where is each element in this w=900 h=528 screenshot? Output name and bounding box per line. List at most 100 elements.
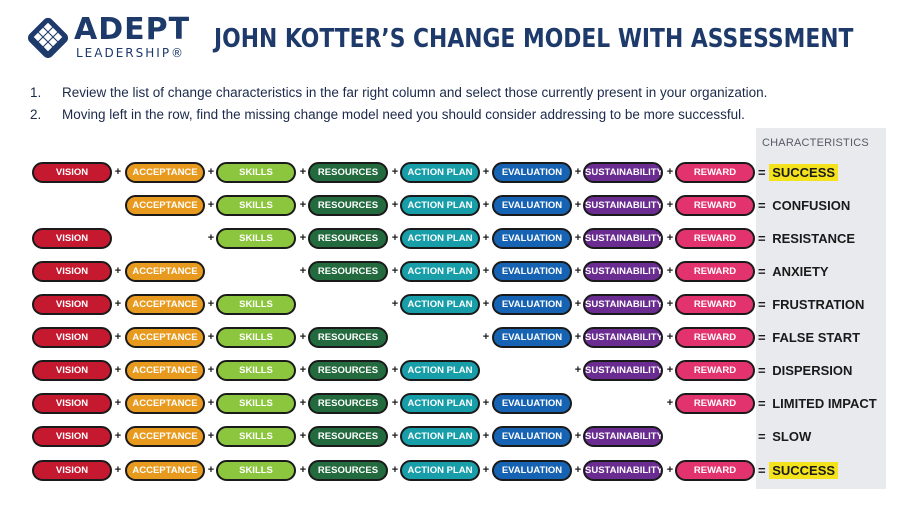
page-title: JOHN KOTTER’S CHANGE MODEL WITH ASSESSME…	[214, 24, 854, 54]
result-characteristic: = SLOW	[758, 426, 814, 447]
result-label-slow: SLOW	[772, 429, 812, 444]
plus-sign: +	[574, 430, 582, 442]
component-pill-resources: RESOURCES	[308, 426, 388, 447]
component-pill-evaluation: EVALUATION	[492, 228, 572, 249]
equals-sign: =	[758, 231, 770, 246]
logo-brand-text: ADEPT	[74, 12, 191, 47]
result-characteristic: = FRUSTRATION	[758, 294, 867, 315]
component-pill-skills: SKILLS	[216, 162, 296, 183]
plus-sign: +	[114, 397, 122, 409]
plus-sign: +	[114, 166, 122, 178]
plus-sign: +	[574, 364, 582, 376]
component-pill-action-plan: ACTION PLAN	[400, 426, 480, 447]
component-pill-vision: VISION	[32, 162, 112, 183]
component-pill-sustainability: SUSTAINABILITY	[583, 228, 663, 249]
component-pill-acceptance: ACCEPTANCE	[125, 360, 205, 381]
result-label-success: SUCCESS	[769, 164, 839, 181]
model-row: VISION SKILLS RESOURCES ACTION PLAN EVALUATI…	[0, 228, 900, 252]
component-pill-skills: SKILLS	[216, 228, 296, 249]
plus-sign: +	[574, 298, 582, 310]
component-pill-skills: SKILLS	[216, 360, 296, 381]
component-pill-resources: RESOURCES	[308, 393, 388, 414]
plus-sign: +	[391, 265, 399, 277]
result-characteristic: = SUCCESS	[758, 162, 839, 183]
component-pill-skills: SKILLS	[216, 393, 296, 414]
component-pill-acceptance: ACCEPTANCE	[125, 162, 205, 183]
result-label-success: SUCCESS	[769, 462, 839, 479]
plus-sign: +	[574, 199, 582, 211]
plus-sign: +	[391, 430, 399, 442]
component-pill-skills: SKILLS	[216, 294, 296, 315]
plus-sign: +	[666, 265, 674, 277]
component-pill-resources: RESOURCES	[308, 261, 388, 282]
equals-sign: =	[758, 297, 770, 312]
component-pill-acceptance: ACCEPTANCE	[125, 327, 205, 348]
plus-sign: +	[299, 331, 307, 343]
plus-sign: +	[114, 298, 122, 310]
plus-sign: +	[666, 166, 674, 178]
plus-sign: +	[207, 464, 215, 476]
plus-sign: +	[482, 464, 490, 476]
instruction-number: 1.	[30, 85, 42, 100]
result-characteristic: = SUCCESS	[758, 460, 839, 481]
result-label-false-start: FALSE START	[772, 330, 861, 345]
plus-sign: +	[207, 364, 215, 376]
component-pill-acceptance: ACCEPTANCE	[125, 393, 205, 414]
plus-sign: +	[391, 364, 399, 376]
component-pill-reward: REWARD	[675, 162, 755, 183]
result-label-confusion: CONFUSION	[772, 198, 851, 213]
plus-sign: +	[114, 430, 122, 442]
component-pill-acceptance: ACCEPTANCE	[125, 426, 205, 447]
component-pill-evaluation: EVALUATION	[492, 261, 572, 282]
component-pill-resources: RESOURCES	[308, 228, 388, 249]
plus-sign: +	[482, 232, 490, 244]
component-pill-action-plan: ACTION PLAN	[400, 195, 480, 216]
plus-sign: +	[114, 331, 122, 343]
plus-sign: +	[482, 265, 490, 277]
result-characteristic: = LIMITED IMPACT	[758, 393, 880, 414]
plus-sign: +	[666, 364, 674, 376]
plus-sign: +	[391, 298, 399, 310]
equals-sign: =	[758, 198, 770, 213]
component-pill-reward: REWARD	[675, 195, 755, 216]
component-pill-reward: REWARD	[675, 327, 755, 348]
component-pill-sustainability: SUSTAINABILITY	[583, 327, 663, 348]
plus-sign: +	[207, 397, 215, 409]
plus-sign: +	[574, 166, 582, 178]
plus-sign: +	[574, 232, 582, 244]
adept-leadership-logo: ADEPT LEADERSHIP®	[26, 14, 189, 64]
plus-sign: +	[666, 232, 674, 244]
result-characteristic: = FALSE START	[758, 327, 863, 348]
plus-sign: +	[207, 298, 215, 310]
model-row: VISION ACCEPTANCE SKILLS RESOURCES ACTION PL…	[0, 460, 900, 484]
plus-sign: +	[207, 430, 215, 442]
equals-sign: =	[758, 463, 770, 478]
component-pill-acceptance: ACCEPTANCE	[125, 294, 205, 315]
plus-sign: +	[207, 232, 215, 244]
component-pill-reward: REWARD	[675, 360, 755, 381]
result-label-limited-impact: LIMITED IMPACT	[772, 396, 877, 411]
component-pill-evaluation: EVALUATION	[492, 460, 572, 481]
characteristics-header: CHARACTERISTICS	[762, 137, 869, 149]
result-label-anxiety: ANXIETY	[772, 264, 829, 279]
component-pill-skills: SKILLS	[216, 426, 296, 447]
component-pill-acceptance: ACCEPTANCE	[125, 460, 205, 481]
plus-sign: +	[666, 298, 674, 310]
model-row: ACCEPTANCE SKILLS RESOURCES ACTION PLAN EVAL…	[0, 195, 900, 219]
component-pill-resources: RESOURCES	[308, 327, 388, 348]
plus-sign: +	[207, 166, 215, 178]
plus-sign: +	[207, 199, 215, 211]
component-pill-sustainability: SUSTAINABILITY	[583, 360, 663, 381]
equals-sign: =	[758, 429, 770, 444]
plus-sign: +	[391, 464, 399, 476]
plus-sign: +	[482, 166, 490, 178]
plus-sign: +	[114, 364, 122, 376]
plus-sign: +	[299, 232, 307, 244]
component-pill-skills: SKILLS	[216, 195, 296, 216]
instruction-text: Review the list of change characteristic…	[62, 85, 768, 100]
plus-sign: +	[391, 397, 399, 409]
instruction-text: Moving left in the row, find the missing…	[62, 107, 745, 122]
component-pill-resources: RESOURCES	[308, 460, 388, 481]
result-characteristic: = ANXIETY	[758, 261, 832, 282]
plus-sign: +	[391, 199, 399, 211]
